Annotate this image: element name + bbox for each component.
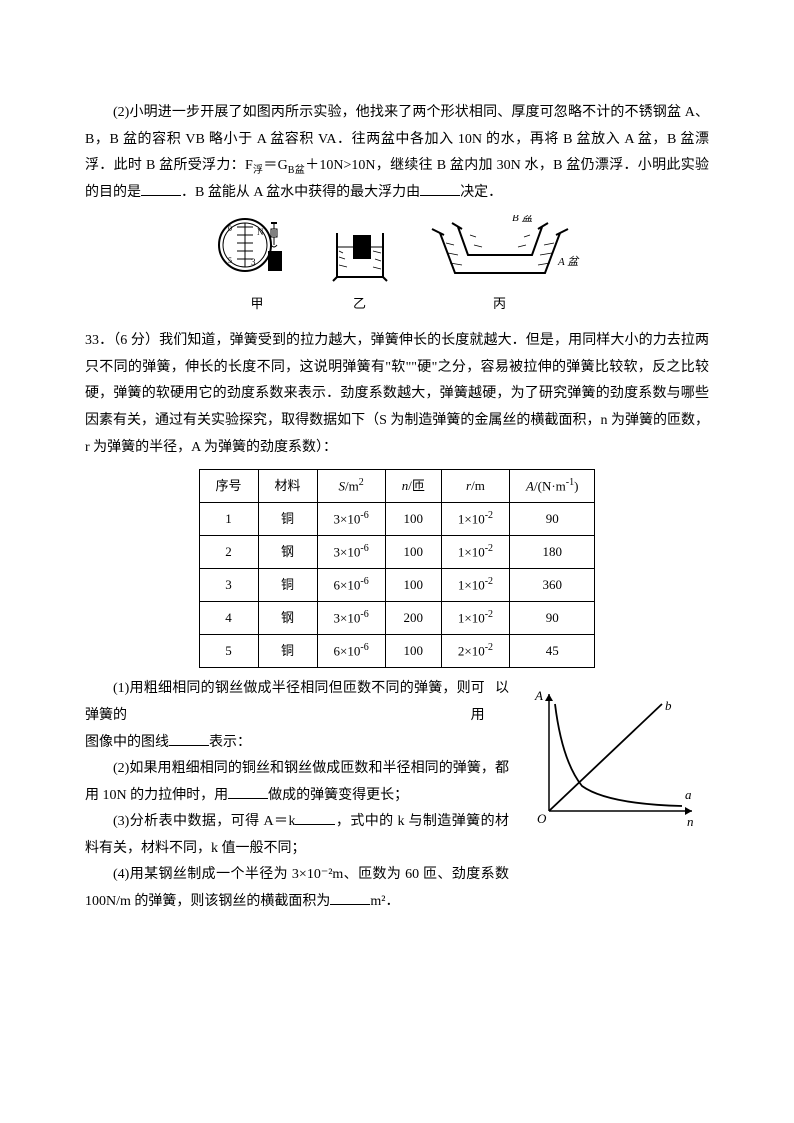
sub3-blank (295, 811, 335, 825)
table-cell: 钢 (258, 536, 317, 569)
table-row: 2钢3×10-61001×10-2180 (199, 536, 595, 569)
table-cell: 45 (510, 635, 595, 668)
table-row: 3铜6×10-61001×10-2360 (199, 569, 595, 602)
basin-icon: B 盆 A 盆 (420, 215, 580, 290)
table-cell: 3×10-6 (317, 602, 385, 635)
graph-line-a: a (685, 787, 692, 802)
table-cell: 100 (385, 536, 441, 569)
table-cell: 100 (385, 503, 441, 536)
sub4-a: (4)用某钢丝制成一个半径为 3×10⁻²m、匝数为 60 匝、劲度系数 100… (85, 867, 509, 909)
table-cell: 3×10-6 (317, 503, 385, 536)
table-cell: 6×10-6 (317, 635, 385, 668)
table-header-cell: S/m2 (317, 470, 385, 503)
table-cell: 5 (199, 635, 258, 668)
svg-text:0: 0 (228, 224, 232, 233)
figure-row: N 0 5 3 甲 乙 B 盆 (85, 215, 709, 317)
table-row: 4钢3×10-62001×10-290 (199, 602, 595, 635)
q1-sub1: 浮 (253, 165, 264, 176)
beaker-icon (325, 225, 395, 290)
graph-container: a b A n O (519, 676, 709, 915)
sub1-c: 图像中的图线 (85, 735, 169, 750)
graph-origin: O (537, 811, 547, 826)
q1-paragraph: (2)小明进一步开展了如图丙所示实验，他找来了两个形状相同、厚度可忽略不计的不锈… (85, 100, 709, 207)
sub2-blank (228, 785, 268, 799)
sub2-b: 做成的弹簧变得更长； (268, 788, 408, 803)
table-cell: 4 (199, 602, 258, 635)
data-table: 序号材料S/m2n/匝r/mA/(N·m-1) 1铜3×10-61001×10-… (199, 469, 596, 668)
sub3-a: (3)分析表中数据，可得 A＝k (113, 814, 295, 829)
sub1-a: (1)用粗细相同的钢丝做成半径相同但匝数不同的弹簧，则弹簧的 (85, 681, 471, 723)
sub4-b: m²． (370, 894, 399, 909)
q2-sub2: (2)如果用粗细相同的铜丝和钢丝做成匝数和半径相同的弹簧，都用 10N 的力拉伸… (85, 756, 509, 809)
table-cell: 90 (510, 503, 595, 536)
q2-sub1: (1)用粗细相同的钢丝做成半径相同但匝数不同的弹簧，则弹簧的 可以用 (85, 676, 509, 729)
basin-a-label: A 盆 (557, 255, 580, 268)
table-cell: 360 (510, 569, 595, 602)
table-cell: 6×10-6 (317, 569, 385, 602)
table-cell: 1×10-2 (441, 503, 509, 536)
table-cell: 180 (510, 536, 595, 569)
table-header-cell: 序号 (199, 470, 258, 503)
q1-blank2 (420, 182, 460, 196)
q2-sub1-line2: 图像中的图线 表示： (85, 730, 509, 757)
graph-icon: a b A n O (527, 686, 702, 831)
table-cell: 3 (199, 569, 258, 602)
svg-text:5: 5 (228, 256, 232, 265)
table-cell: 1×10-2 (441, 602, 509, 635)
table-cell: 铜 (258, 569, 317, 602)
q2-sub4: (4)用某钢丝制成一个半径为 3×10⁻²m、匝数为 60 匝、劲度系数 100… (85, 862, 509, 915)
table-cell: 铜 (258, 503, 317, 536)
table-cell: 2×10-2 (441, 635, 509, 668)
spring-scale-icon: N 0 5 3 (215, 215, 300, 290)
table-header-cell: n/匝 (385, 470, 441, 503)
graph-line-b: b (665, 698, 672, 713)
table-cell: 1 (199, 503, 258, 536)
sub4-blank (330, 891, 370, 905)
table-header-row: 序号材料S/m2n/匝r/mA/(N·m-1) (199, 470, 595, 503)
label-bing: 丙 (493, 292, 506, 317)
q2-number: 33．（6 分） (85, 333, 159, 348)
table-header-cell: A/(N·m-1) (510, 470, 595, 503)
svg-text:3: 3 (251, 257, 256, 267)
svg-text:N: N (257, 227, 264, 237)
table-cell: 钢 (258, 602, 317, 635)
q2-sub3: (3)分析表中数据，可得 A＝k，式中的 k 与制造弹簧的材料有关，材料不同，k… (85, 809, 509, 862)
sub1-b: 可以用 (471, 676, 509, 729)
label-yi: 乙 (353, 292, 366, 317)
figure-jia: N 0 5 3 甲 (215, 215, 300, 317)
basin-b-label: B 盆 (512, 215, 534, 224)
subquestions-text: (1)用粗细相同的钢丝做成半径相同但匝数不同的弹簧，则弹簧的 可以用 图像中的图… (85, 676, 509, 915)
table-body: 1铜3×10-61001×10-2902钢3×10-61001×10-21803… (199, 503, 595, 668)
table-cell: 100 (385, 569, 441, 602)
graph-x-label: n (687, 814, 694, 829)
sub1-d: 表示： (209, 735, 251, 750)
subquestions-layout: (1)用粗细相同的钢丝做成半径相同但匝数不同的弹簧，则弹簧的 可以用 图像中的图… (85, 676, 709, 915)
table-cell: 2 (199, 536, 258, 569)
label-jia: 甲 (250, 292, 263, 317)
figure-bing: B 盆 A 盆 丙 (420, 215, 580, 317)
q1-text-e: 决定． (460, 185, 502, 200)
sub1-blank (169, 732, 209, 746)
figure-yi: 乙 (325, 225, 395, 317)
table-cell: 铜 (258, 635, 317, 668)
q1-text-b: ＝G (263, 158, 287, 173)
table-cell: 1×10-2 (441, 569, 509, 602)
table-cell: 90 (510, 602, 595, 635)
q2-intro: 33．（6 分）我们知道，弹簧受到的拉力越大，弹簧伸长的长度就越大．但是，用同样… (85, 328, 709, 461)
table-cell: 1×10-2 (441, 536, 509, 569)
q1-sub2: B盆 (288, 165, 305, 176)
table-cell: 100 (385, 635, 441, 668)
table-cell: 200 (385, 602, 441, 635)
table-cell: 3×10-6 (317, 536, 385, 569)
graph-y-label: A (534, 688, 543, 703)
table-header-cell: 材料 (258, 470, 317, 503)
table-header-cell: r/m (441, 470, 509, 503)
q2-intro-text: 我们知道，弹簧受到的拉力越大，弹簧伸长的长度就越大．但是，用同样大小的力去拉两只… (85, 333, 709, 454)
q1-text-d: ．B 盆能从 A 盆水中获得的最大浮力由 (181, 185, 420, 200)
table-row: 5铜6×10-61002×10-245 (199, 635, 595, 668)
q1-blank1 (141, 182, 181, 196)
table-row: 1铜3×10-61001×10-290 (199, 503, 595, 536)
